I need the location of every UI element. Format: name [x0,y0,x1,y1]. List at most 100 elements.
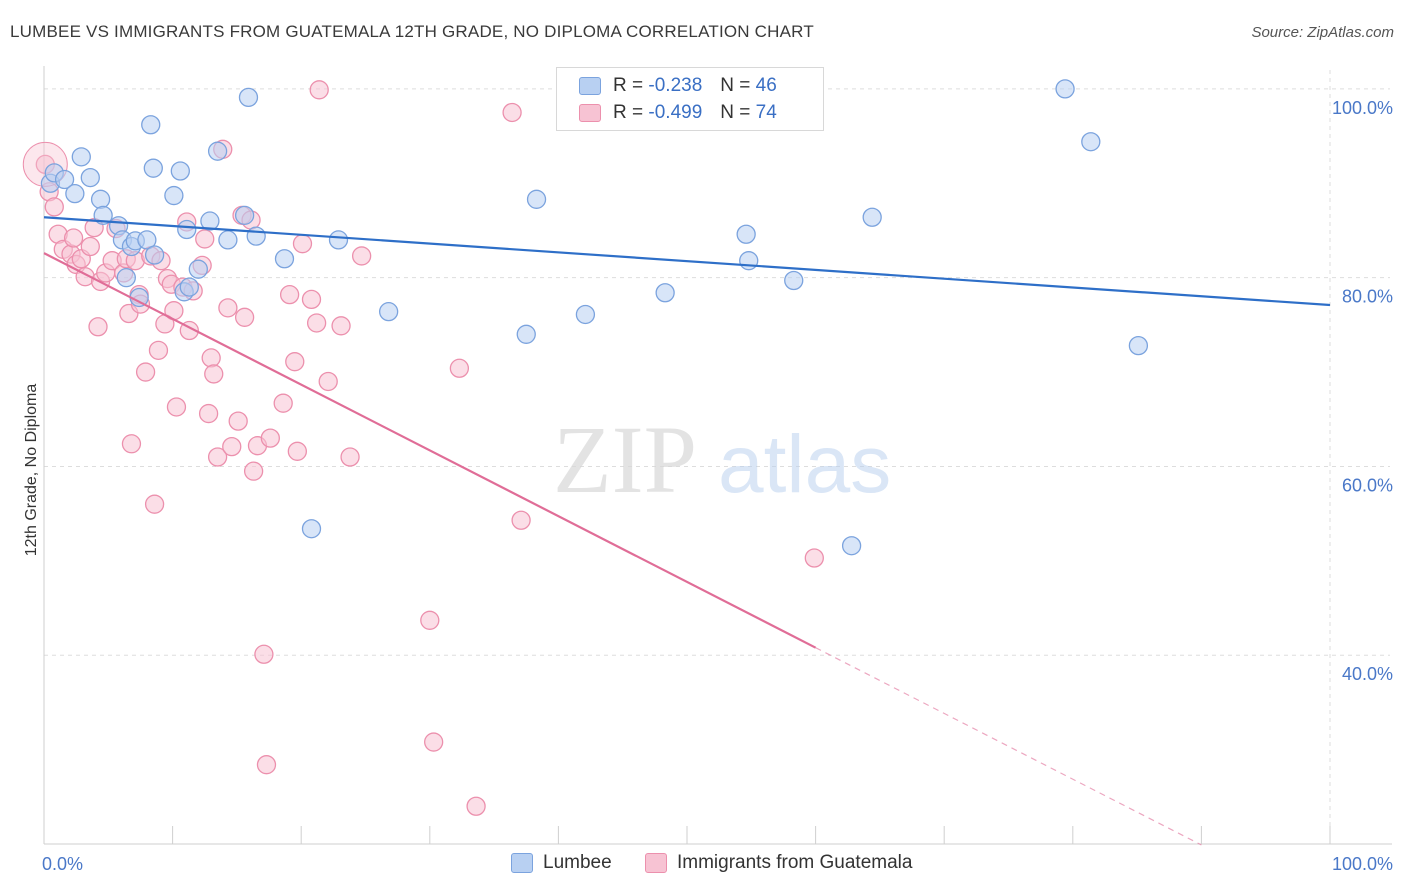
data-point-lumbee [274,249,295,269]
data-point-guatemala [201,348,221,368]
data-point-lumbee [116,268,136,288]
data-point-guatemala [195,229,215,249]
legend-n-value: 46 [755,75,777,96]
trend-line-guatemala-extrapolated [815,647,1202,846]
data-point-lumbee [238,87,259,108]
data-point-lumbee [739,251,759,271]
data-point-lumbee [207,141,228,161]
data-point-guatemala [256,755,277,775]
legend-row-lumbee: R = -0.238 N = 46 [579,74,777,98]
data-point-guatemala [121,434,142,454]
trend-lines [43,216,1331,846]
data-point-lumbee [54,169,75,190]
chart-title: LUMBEE VS IMMIGRANTS FROM GUATEMALA 12TH… [10,22,814,41]
data-point-lumbee [93,205,113,226]
legend-r-label: R = [613,102,644,123]
legend-row-guatemala: R = -0.499 N = 74 [579,101,777,125]
data-point-guatemala [292,234,313,254]
data-point-guatemala [804,548,824,568]
data-point-lumbee [246,226,266,246]
data-point-guatemala [88,317,108,337]
data-point-lumbee [144,245,165,265]
data-point-guatemala [287,441,307,461]
y-axis-label: 12th Grade, No Diploma [23,383,40,557]
data-point-guatemala [424,732,444,752]
y-tick-label: 60.0% [1342,475,1393,495]
data-point-lumbee [65,184,85,204]
legend-r-value: -0.499 [648,102,703,123]
data-point-lumbee [862,207,882,227]
data-point-lumbee [90,189,111,209]
data-point-guatemala [243,461,264,481]
tick-labels: 100.0% 80.0% 60.0% 40.0% 0.0% 100.0% [42,98,1393,874]
data-point-lumbee [179,277,199,297]
data-point-guatemala [331,316,351,336]
bottom-legend-swatch-lumbee [511,853,533,873]
y-tick-label: 40.0% [1342,664,1393,684]
data-point-guatemala [44,197,64,217]
legend-n-label: N = [720,102,751,123]
data-point-guatemala [273,393,293,413]
bottom-legend-guatemala: Immigrants from Guatemala [645,852,912,874]
legend-r-label: R = [613,75,644,96]
data-point-guatemala [340,447,360,467]
bottom-legend-swatch-guatemala [645,853,667,873]
trend-line-guatemala [43,252,817,649]
data-point-lumbee [80,167,100,188]
data-point-guatemala [285,352,305,372]
data-point-guatemala [449,358,470,378]
data-point-guatemala [218,298,238,318]
data-point-lumbee [200,211,220,231]
data-point-guatemala [309,80,329,100]
legend-r-value: -0.238 [648,75,703,96]
data-point-lumbee [526,189,547,209]
data-point-guatemala [511,510,531,530]
watermark-zip: ZIP [553,406,697,513]
data-point-lumbee [301,519,322,539]
legend-n-label: N = [720,75,751,96]
data-point-guatemala [228,411,248,431]
data-point-lumbee [736,224,756,244]
data-point-guatemala [466,796,486,816]
bottom-legend: Lumbee Immigrants from Guatemala [0,852,1406,878]
x-tick-label: 100.0% [1332,854,1393,874]
data-point-guatemala [148,340,169,360]
legend-swatch-lumbee [579,77,601,95]
grid-lines [44,70,1390,844]
data-point-guatemala [260,428,280,448]
data-point-guatemala [166,397,187,417]
legend: R = -0.238 N = 46 R = -0.499 N = 74 [556,67,824,131]
legend-swatch-guatemala [579,104,601,122]
legend-n-value: 74 [755,102,777,123]
data-point-lumbee [328,230,349,250]
axes [43,66,1392,845]
trend-line-lumbee [43,216,1331,307]
x-tick-label: 0.0% [42,854,83,874]
data-point-guatemala [351,246,372,266]
watermark-atlas: atlas [718,419,891,510]
data-point-lumbee [170,161,190,181]
data-point-lumbee [177,219,197,240]
data-point-lumbee [1055,79,1075,99]
data-point-lumbee [841,536,862,556]
data-point-guatemala [301,289,322,310]
bottom-legend-lumbee: Lumbee [511,852,612,874]
data-point-guatemala [144,494,165,514]
data-point-guatemala [502,102,522,123]
data-point-lumbee [143,158,163,178]
data-point-guatemala [80,236,100,257]
data-point-guatemala [420,610,440,630]
data-point-guatemala [306,313,327,333]
data-point-lumbee [575,304,596,325]
data-point-lumbee [516,324,536,344]
data-point-guatemala [234,307,255,327]
data-point-lumbee [784,270,804,291]
data-point-lumbee [188,259,208,279]
data-point-lumbee [137,230,157,250]
data-point-guatemala [198,403,219,424]
data-point-lumbee [218,230,238,250]
data-point-lumbee [234,205,255,226]
data-point-lumbee [164,185,184,206]
watermark: ZIP atlas [553,406,891,513]
